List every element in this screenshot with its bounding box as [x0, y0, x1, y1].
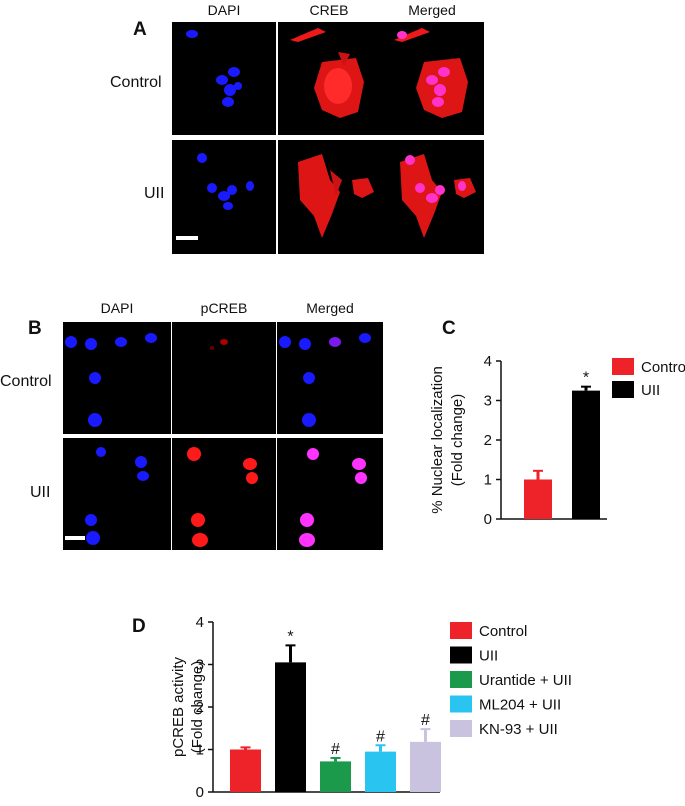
panel-a-control-merged-image	[380, 22, 484, 135]
legend-swatch	[450, 695, 472, 713]
legend-swatch	[450, 646, 472, 664]
significance-marker: *	[583, 370, 589, 387]
panel-a-uii-dapi-image	[172, 140, 276, 254]
panel-c-letter: C	[442, 318, 456, 339]
panel-b-uii-dapi-image	[63, 438, 171, 550]
significance-marker: #	[376, 728, 385, 745]
panel-a-control-creb-image	[278, 22, 380, 135]
panel-b-col-dapi: DAPI	[100, 300, 134, 316]
scale-bar	[65, 536, 85, 540]
legend-label: Control	[641, 359, 685, 376]
panel-b-uii-merged-image	[277, 438, 383, 550]
panel-a-uii-merged-image	[380, 140, 484, 254]
y-tick-label: 2	[196, 699, 204, 716]
bar	[524, 479, 552, 519]
y-axis-label: pCREB activity	[170, 656, 187, 757]
panel-a-control-dapi-image	[172, 22, 276, 135]
legend-label: KN-93 + UII	[479, 721, 558, 738]
y-axis-label-unit: (Fold change)	[189, 661, 206, 754]
panel-a-letter: A	[133, 19, 147, 40]
legend-label: UII	[479, 648, 498, 665]
panel-b-letter: B	[28, 318, 42, 339]
legend-label: Urantide + UII	[479, 672, 572, 689]
legend-swatch	[450, 622, 472, 639]
legend-swatch	[450, 671, 472, 688]
panel-b-control-merged-image	[277, 322, 383, 434]
panel-a-col-merged: Merged	[408, 2, 456, 18]
panel-b-row-control: Control	[0, 373, 52, 390]
panel-b-control-dapi-image	[63, 322, 171, 434]
legend-label: UII	[641, 382, 660, 399]
panel-a-row-uii: UII	[144, 185, 165, 202]
legend-swatch	[612, 358, 634, 375]
bar	[230, 749, 261, 792]
panel-b-uii-pcreb-image	[172, 438, 276, 550]
legend-label: ML204 + UII	[479, 697, 561, 714]
panel-b-row-uii: UII	[30, 484, 51, 501]
y-tick-label: 0	[484, 511, 492, 528]
legend-swatch	[612, 381, 634, 398]
y-axis-label-unit: (Fold change)	[449, 394, 466, 487]
legend-label: Control	[479, 623, 527, 640]
panel-a-row-control: Control	[110, 74, 162, 91]
panel-b-control-pcreb-image	[172, 322, 276, 434]
y-axis-label: % Nuclear localization	[429, 366, 446, 514]
bar	[410, 741, 441, 792]
significance-marker: #	[421, 712, 430, 729]
significance-marker: *	[287, 628, 293, 645]
panel-d-chart: D 0 1 2 3 4 pCREB activity (Fold change) * # # # Con…	[132, 614, 572, 801]
panel-a-col-dapi: DAPI	[207, 2, 241, 18]
legend-swatch	[450, 720, 472, 737]
y-tick-label: 3	[484, 393, 492, 410]
y-tick-label: 2	[484, 432, 492, 449]
y-tick-label: 1	[484, 472, 492, 489]
panel-b-col-merged: Merged	[306, 300, 354, 316]
y-tick-label: 4	[484, 353, 492, 370]
panel-a-col-creb: CREB	[309, 2, 349, 18]
scale-bar	[176, 236, 198, 240]
bar	[275, 662, 306, 792]
y-tick-label: 3	[196, 657, 204, 674]
y-tick-label: 0	[196, 784, 204, 801]
significance-marker: #	[331, 741, 340, 758]
bar	[365, 751, 396, 792]
panel-a-uii-creb-image	[278, 140, 380, 254]
bar	[320, 761, 351, 792]
bar	[572, 390, 600, 519]
panel-b-col-pcreb: pCREB	[200, 300, 248, 316]
panel-c-chart: C 0 1 2 3 4 % Nuclear localization (Fold change…	[429, 318, 685, 528]
y-tick-label: 1	[196, 742, 204, 759]
panel-d-letter: D	[132, 616, 146, 637]
y-tick-label: 4	[196, 614, 204, 631]
